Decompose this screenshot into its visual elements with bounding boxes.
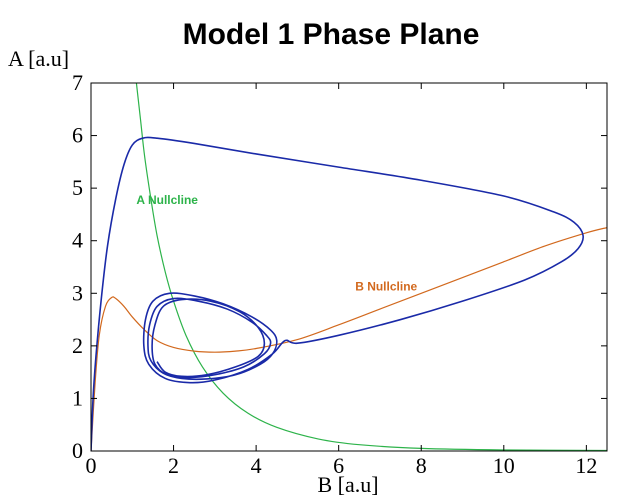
series-line-trajectory — [91, 136, 584, 451]
nullcline-annotation: B Nullcline — [355, 280, 417, 294]
y-tick-label: 5 — [72, 175, 83, 200]
y-tick-label: 6 — [72, 123, 83, 148]
series-line-B-nullcline — [91, 226, 607, 451]
x-tick-label: 0 — [86, 453, 97, 478]
x-tick-label: 4 — [251, 453, 262, 478]
y-tick-label: 2 — [72, 333, 83, 358]
y-tick-label: 4 — [72, 228, 83, 253]
x-tick-label: 10 — [493, 453, 515, 478]
chart-title: Model 1 Phase Plane — [183, 18, 480, 51]
y-tick-label: 0 — [72, 438, 83, 463]
nullcline-annotation: A Nullcline — [136, 193, 198, 207]
series-line-A-nullcline — [135, 83, 607, 451]
y-tick-label: 7 — [72, 70, 83, 95]
annotations-layer: A Nullcline B Nullcline — [136, 193, 417, 294]
y-tick-label: 3 — [72, 280, 83, 305]
x-tick-label: 12 — [575, 453, 597, 478]
x-tick-label: 6 — [333, 453, 344, 478]
y-axis-label: A [a.u] — [8, 46, 69, 71]
x-tick-label: 8 — [416, 453, 427, 478]
x-axis-label: B [a.u] — [317, 472, 378, 497]
y-tick-label: 1 — [72, 385, 83, 410]
series-layer — [91, 83, 607, 451]
plot-frame — [90, 82, 608, 452]
x-tick-label: 2 — [168, 453, 179, 478]
